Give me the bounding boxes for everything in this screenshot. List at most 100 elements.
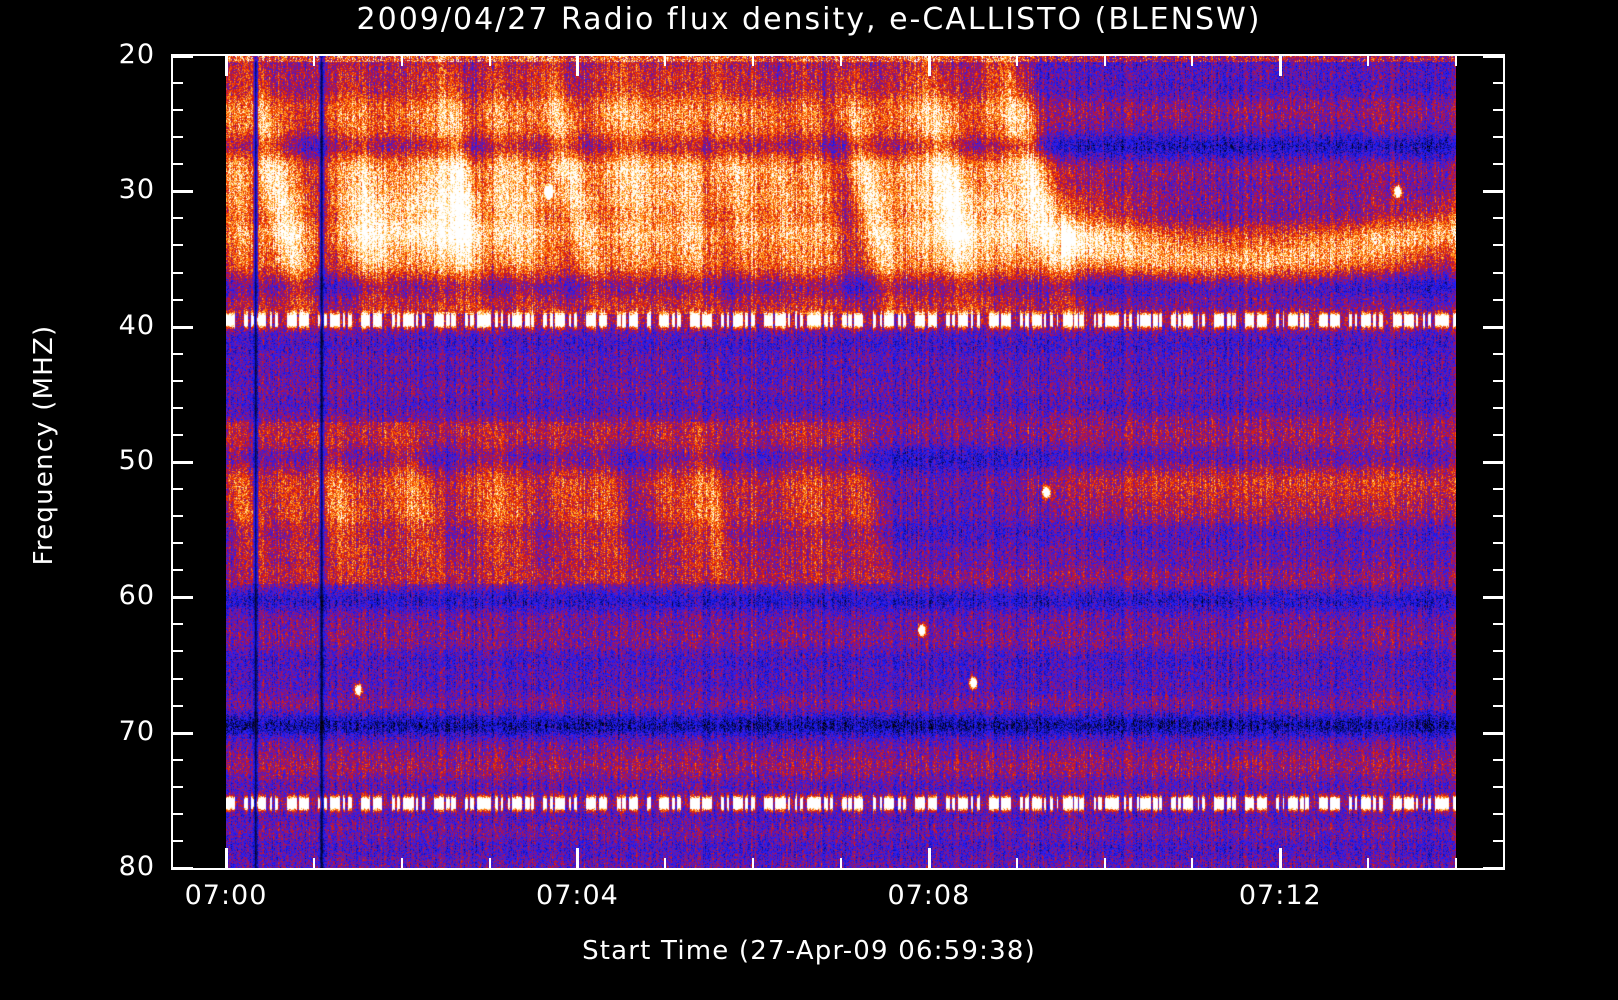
x-minor-tick-top bbox=[1367, 54, 1370, 66]
y-minor-tick-left bbox=[171, 82, 183, 85]
y-minor-tick-left bbox=[171, 542, 183, 545]
y-minor-tick-right bbox=[1493, 109, 1505, 112]
x-minor-tick-top bbox=[752, 54, 755, 66]
y-minor-tick-right bbox=[1493, 704, 1505, 707]
x-minor-tick-bottom bbox=[1455, 858, 1457, 870]
x-minor-tick-bottom bbox=[1015, 858, 1018, 870]
y-minor-tick-right bbox=[1493, 758, 1505, 761]
x-minor-tick-top bbox=[1191, 54, 1194, 66]
x-minor-tick-bottom bbox=[1103, 858, 1106, 870]
y-tick-label: 60 bbox=[118, 580, 155, 612]
y-minor-tick-left bbox=[171, 298, 183, 301]
x-minor-tick-top bbox=[400, 54, 403, 66]
x-major-tick-bottom bbox=[225, 848, 228, 870]
x-tick-label: 07:12 bbox=[1238, 880, 1322, 911]
x-minor-tick-top bbox=[840, 54, 842, 66]
y-major-tick-right bbox=[1483, 55, 1505, 58]
y-minor-tick-right bbox=[1493, 352, 1505, 355]
y-minor-tick-left bbox=[171, 758, 183, 761]
y-minor-tick-right bbox=[1493, 82, 1505, 85]
y-minor-tick-right bbox=[1493, 271, 1505, 274]
y-minor-tick-left bbox=[171, 217, 183, 220]
y-minor-tick-left bbox=[171, 839, 183, 842]
y-major-tick-right bbox=[1483, 461, 1505, 464]
y-minor-tick-right bbox=[1493, 515, 1505, 518]
y-major-tick-right bbox=[1483, 190, 1505, 194]
x-tick-label: 07:04 bbox=[536, 880, 619, 911]
x-minor-tick-top bbox=[664, 54, 667, 66]
x-major-tick-bottom bbox=[1279, 848, 1283, 870]
x-minor-tick-bottom bbox=[488, 858, 491, 870]
y-minor-tick-right bbox=[1493, 677, 1505, 680]
y-minor-tick-right bbox=[1493, 542, 1505, 545]
y-minor-tick-left bbox=[171, 623, 183, 626]
y-minor-tick-left bbox=[171, 785, 183, 788]
y-minor-tick-right bbox=[1493, 812, 1505, 815]
y-minor-tick-left bbox=[171, 352, 183, 355]
y-minor-tick-left bbox=[171, 433, 183, 436]
y-tick-label: 40 bbox=[118, 309, 155, 341]
x-minor-tick-bottom bbox=[1191, 858, 1194, 870]
y-minor-tick-right bbox=[1493, 623, 1505, 626]
x-minor-tick-bottom bbox=[752, 858, 755, 870]
y-minor-tick-left bbox=[171, 569, 183, 572]
x-minor-tick-bottom bbox=[312, 858, 315, 870]
y-minor-tick-right bbox=[1493, 379, 1505, 382]
y-minor-tick-right bbox=[1493, 569, 1505, 572]
y-minor-tick-left bbox=[171, 812, 183, 815]
y-minor-tick-right bbox=[1493, 136, 1505, 139]
y-axis-label: Frequency (MHZ) bbox=[29, 324, 59, 566]
y-minor-tick-left bbox=[171, 163, 183, 166]
y-minor-tick-left bbox=[171, 704, 183, 707]
y-tick-label: 80 bbox=[118, 851, 155, 882]
y-minor-tick-right bbox=[1493, 298, 1505, 301]
y-tick-label: 70 bbox=[118, 715, 155, 747]
y-major-tick-right bbox=[1483, 731, 1505, 735]
y-minor-tick-right bbox=[1493, 406, 1505, 409]
spectrogram-canvas bbox=[226, 56, 1456, 868]
y-minor-tick-right bbox=[1493, 433, 1505, 436]
y-minor-tick-left bbox=[171, 244, 183, 247]
page-title: 2009/04/27 Radio flux density, e-CALLIST… bbox=[356, 2, 1262, 37]
x-minor-tick-top bbox=[488, 54, 491, 66]
x-minor-tick-top bbox=[1455, 54, 1457, 66]
y-major-tick-left bbox=[171, 596, 193, 600]
x-major-tick-top bbox=[927, 54, 931, 76]
x-major-tick-bottom bbox=[927, 848, 931, 870]
x-minor-tick-top bbox=[1015, 54, 1018, 66]
x-tick-label: 07:00 bbox=[184, 880, 268, 911]
y-minor-tick-left bbox=[171, 271, 183, 274]
y-tick-label: 50 bbox=[118, 445, 155, 476]
y-major-tick-right bbox=[1483, 596, 1505, 600]
y-minor-tick-right bbox=[1493, 488, 1505, 491]
y-minor-tick-right bbox=[1493, 650, 1505, 653]
y-tick-label: 30 bbox=[118, 174, 155, 206]
y-major-tick-left bbox=[171, 867, 193, 870]
y-minor-tick-left bbox=[171, 488, 183, 491]
x-minor-tick-top bbox=[312, 54, 315, 66]
x-major-tick-top bbox=[576, 54, 580, 76]
y-minor-tick-left bbox=[171, 109, 183, 112]
y-major-tick-right bbox=[1483, 867, 1505, 870]
x-minor-tick-top bbox=[1103, 54, 1106, 66]
y-major-tick-left bbox=[171, 325, 193, 329]
x-minor-tick-bottom bbox=[840, 858, 842, 870]
y-minor-tick-left bbox=[171, 650, 183, 653]
y-minor-tick-right bbox=[1493, 244, 1505, 247]
y-major-tick-left bbox=[171, 55, 193, 58]
y-minor-tick-right bbox=[1493, 163, 1505, 166]
y-minor-tick-left bbox=[171, 406, 183, 409]
y-minor-tick-left bbox=[171, 136, 183, 139]
y-minor-tick-right bbox=[1493, 217, 1505, 220]
y-minor-tick-left bbox=[171, 677, 183, 680]
y-major-tick-left bbox=[171, 461, 193, 464]
y-minor-tick-right bbox=[1493, 839, 1505, 842]
x-major-tick-bottom bbox=[576, 848, 580, 870]
x-minor-tick-bottom bbox=[400, 858, 403, 870]
x-minor-tick-bottom bbox=[1367, 858, 1370, 870]
x-axis-label: Start Time (27-Apr-09 06:59:38) bbox=[582, 936, 1036, 966]
y-minor-tick-left bbox=[171, 379, 183, 382]
y-major-tick-left bbox=[171, 190, 193, 194]
y-major-tick-left bbox=[171, 731, 193, 735]
